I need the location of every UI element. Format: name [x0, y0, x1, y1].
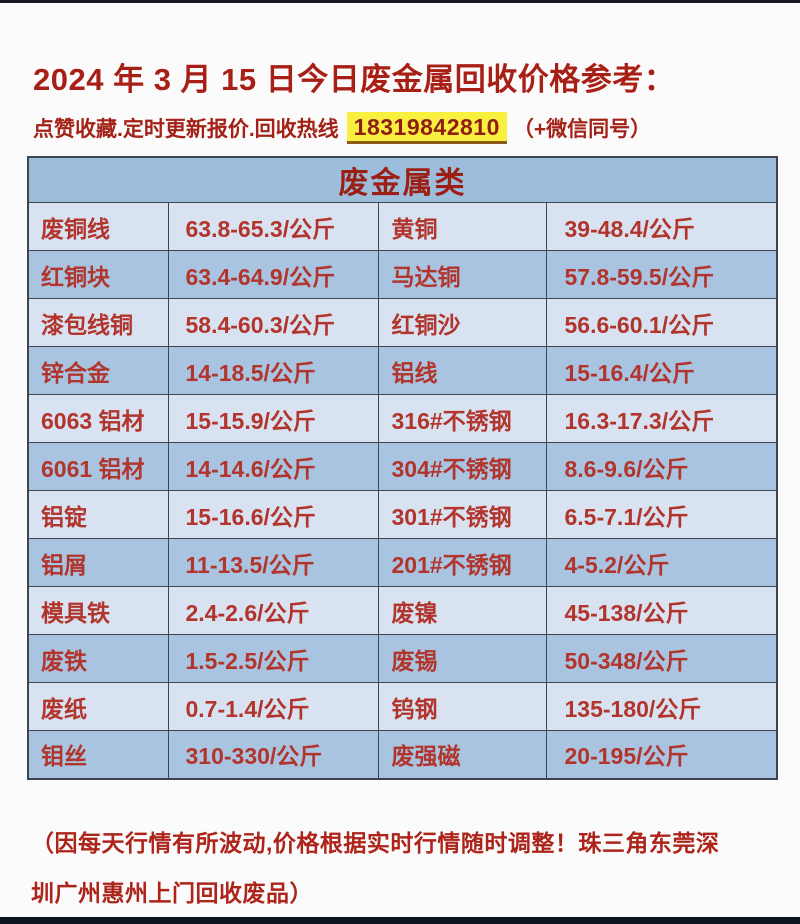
item-name-cell: 废纸	[27, 682, 169, 731]
item-name-cell: 6063 铝材	[27, 394, 169, 443]
item-price-cell: 63.4-64.9/公斤	[167, 250, 379, 299]
item-price-cell: 16.3-17.3/公斤	[545, 394, 778, 443]
item-name-cell: 6061 铝材	[27, 442, 169, 491]
table-row: 铝锭 15-16.6/公斤 301#不锈钢 6.5-7.1/公斤	[27, 490, 778, 539]
table-row: 漆包线铜 58.4-60.3/公斤 红铜沙 56.6-60.1/公斤	[27, 298, 778, 347]
item-price-cell: 310-330/公斤	[167, 730, 379, 779]
item-name-cell: 废铁	[27, 634, 169, 683]
table-row: 6063 铝材 15-15.9/公斤 316#不锈钢 16.3-17.3/公斤	[27, 394, 778, 443]
table-row: 钼丝 310-330/公斤 废强磁 20-195/公斤	[27, 730, 778, 779]
item-name-cell: 模具铁	[27, 586, 169, 635]
top-border-bar	[0, 0, 800, 3]
table-row: 废铁 1.5-2.5/公斤 废锡 50-348/公斤	[27, 634, 778, 683]
table-row: 6061 铝材 14-14.6/公斤 304#不锈钢 8.6-9.6/公斤	[27, 442, 778, 491]
item-name-cell: 废镍	[377, 586, 547, 635]
item-price-cell: 39-48.4/公斤	[545, 202, 778, 251]
item-price-cell: 57.8-59.5/公斤	[545, 250, 778, 299]
item-name-cell: 锌合金	[27, 346, 169, 395]
item-price-cell: 63.8-65.3/公斤	[167, 202, 379, 251]
item-price-cell: 135-180/公斤	[545, 682, 778, 731]
item-price-cell: 45-138/公斤	[545, 586, 778, 635]
item-name-cell: 钼丝	[27, 730, 169, 779]
bottom-border-bar	[0, 917, 800, 924]
footer-line-1: （因每天行情有所波动,价格根据实时行情随时调整！珠三角东莞深	[31, 830, 720, 856]
item-price-cell: 50-348/公斤	[545, 634, 778, 683]
item-price-cell: 1.5-2.5/公斤	[167, 634, 379, 683]
table-row: 模具铁 2.4-2.6/公斤 废镍 45-138/公斤	[27, 586, 778, 635]
subtitle-suffix: （+微信同号）	[512, 118, 652, 141]
footer-note: （因每天行情有所波动,价格根据实时行情随时调整！珠三角东莞深 圳广州惠州上门回收…	[31, 818, 776, 918]
item-price-cell: 4-5.2/公斤	[545, 538, 778, 587]
item-name-cell: 废铜线	[27, 202, 169, 251]
item-name-cell: 201#不锈钢	[377, 538, 547, 587]
item-name-cell: 马达铜	[377, 250, 547, 299]
item-name-cell: 316#不锈钢	[377, 394, 547, 443]
item-name-cell: 废锡	[377, 634, 547, 683]
item-price-cell: 2.4-2.6/公斤	[167, 586, 379, 635]
item-name-cell: 301#不锈钢	[377, 490, 547, 539]
item-name-cell: 漆包线铜	[27, 298, 169, 347]
subtitle: 点赞收藏.定时更新报价.回收热线 18319842810 （+微信同号）	[33, 112, 773, 144]
table-row: 废纸 0.7-1.4/公斤 钨钢 135-180/公斤	[27, 682, 778, 731]
item-price-cell: 58.4-60.3/公斤	[167, 298, 379, 347]
item-price-cell: 0.7-1.4/公斤	[167, 682, 379, 731]
item-price-cell: 15-16.6/公斤	[167, 490, 379, 539]
subtitle-prefix: 点赞收藏.定时更新报价.回收热线	[33, 118, 339, 141]
item-price-cell: 20-195/公斤	[545, 730, 778, 779]
table-row: 红铜块 63.4-64.9/公斤 马达铜 57.8-59.5/公斤	[27, 250, 778, 299]
item-name-cell: 钨钢	[377, 682, 547, 731]
item-price-cell: 15-15.9/公斤	[167, 394, 379, 443]
item-name-cell: 铝线	[377, 346, 547, 395]
item-price-cell: 8.6-9.6/公斤	[545, 442, 778, 491]
item-name-cell: 红铜块	[27, 250, 169, 299]
item-name-cell: 304#不锈钢	[377, 442, 547, 491]
prices-table: 废金属类 废铜线 63.8-65.3/公斤 黄铜 39-48.4/公斤 红铜块 …	[27, 156, 778, 780]
item-name-cell: 黄铜	[377, 202, 547, 251]
item-price-cell: 6.5-7.1/公斤	[545, 490, 778, 539]
item-name-cell: 铝屑	[27, 538, 169, 587]
table-row: 锌合金 14-18.5/公斤 铝线 15-16.4/公斤	[27, 346, 778, 395]
item-price-cell: 14-18.5/公斤	[167, 346, 379, 395]
table-header-row: 废金属类	[27, 156, 778, 203]
item-name-cell: 铝锭	[27, 490, 169, 539]
item-price-cell: 11-13.5/公斤	[167, 538, 379, 587]
item-name-cell: 红铜沙	[377, 298, 547, 347]
table-row: 铝屑 11-13.5/公斤 201#不锈钢 4-5.2/公斤	[27, 538, 778, 587]
phone-number-link[interactable]: 18319842810	[346, 112, 507, 144]
item-price-cell: 15-16.4/公斤	[545, 346, 778, 395]
table-row: 废铜线 63.8-65.3/公斤 黄铜 39-48.4/公斤	[27, 202, 778, 251]
item-price-cell: 56.6-60.1/公斤	[545, 298, 778, 347]
footer-line-2: 圳广州惠州上门回收废品）	[31, 880, 313, 906]
item-price-cell: 14-14.6/公斤	[167, 442, 379, 491]
table-title: 废金属类	[27, 156, 778, 203]
item-name-cell: 废强磁	[377, 730, 547, 779]
page-title: 2024 年 3 月 15 日今日废金属回收价格参考：	[33, 62, 676, 97]
